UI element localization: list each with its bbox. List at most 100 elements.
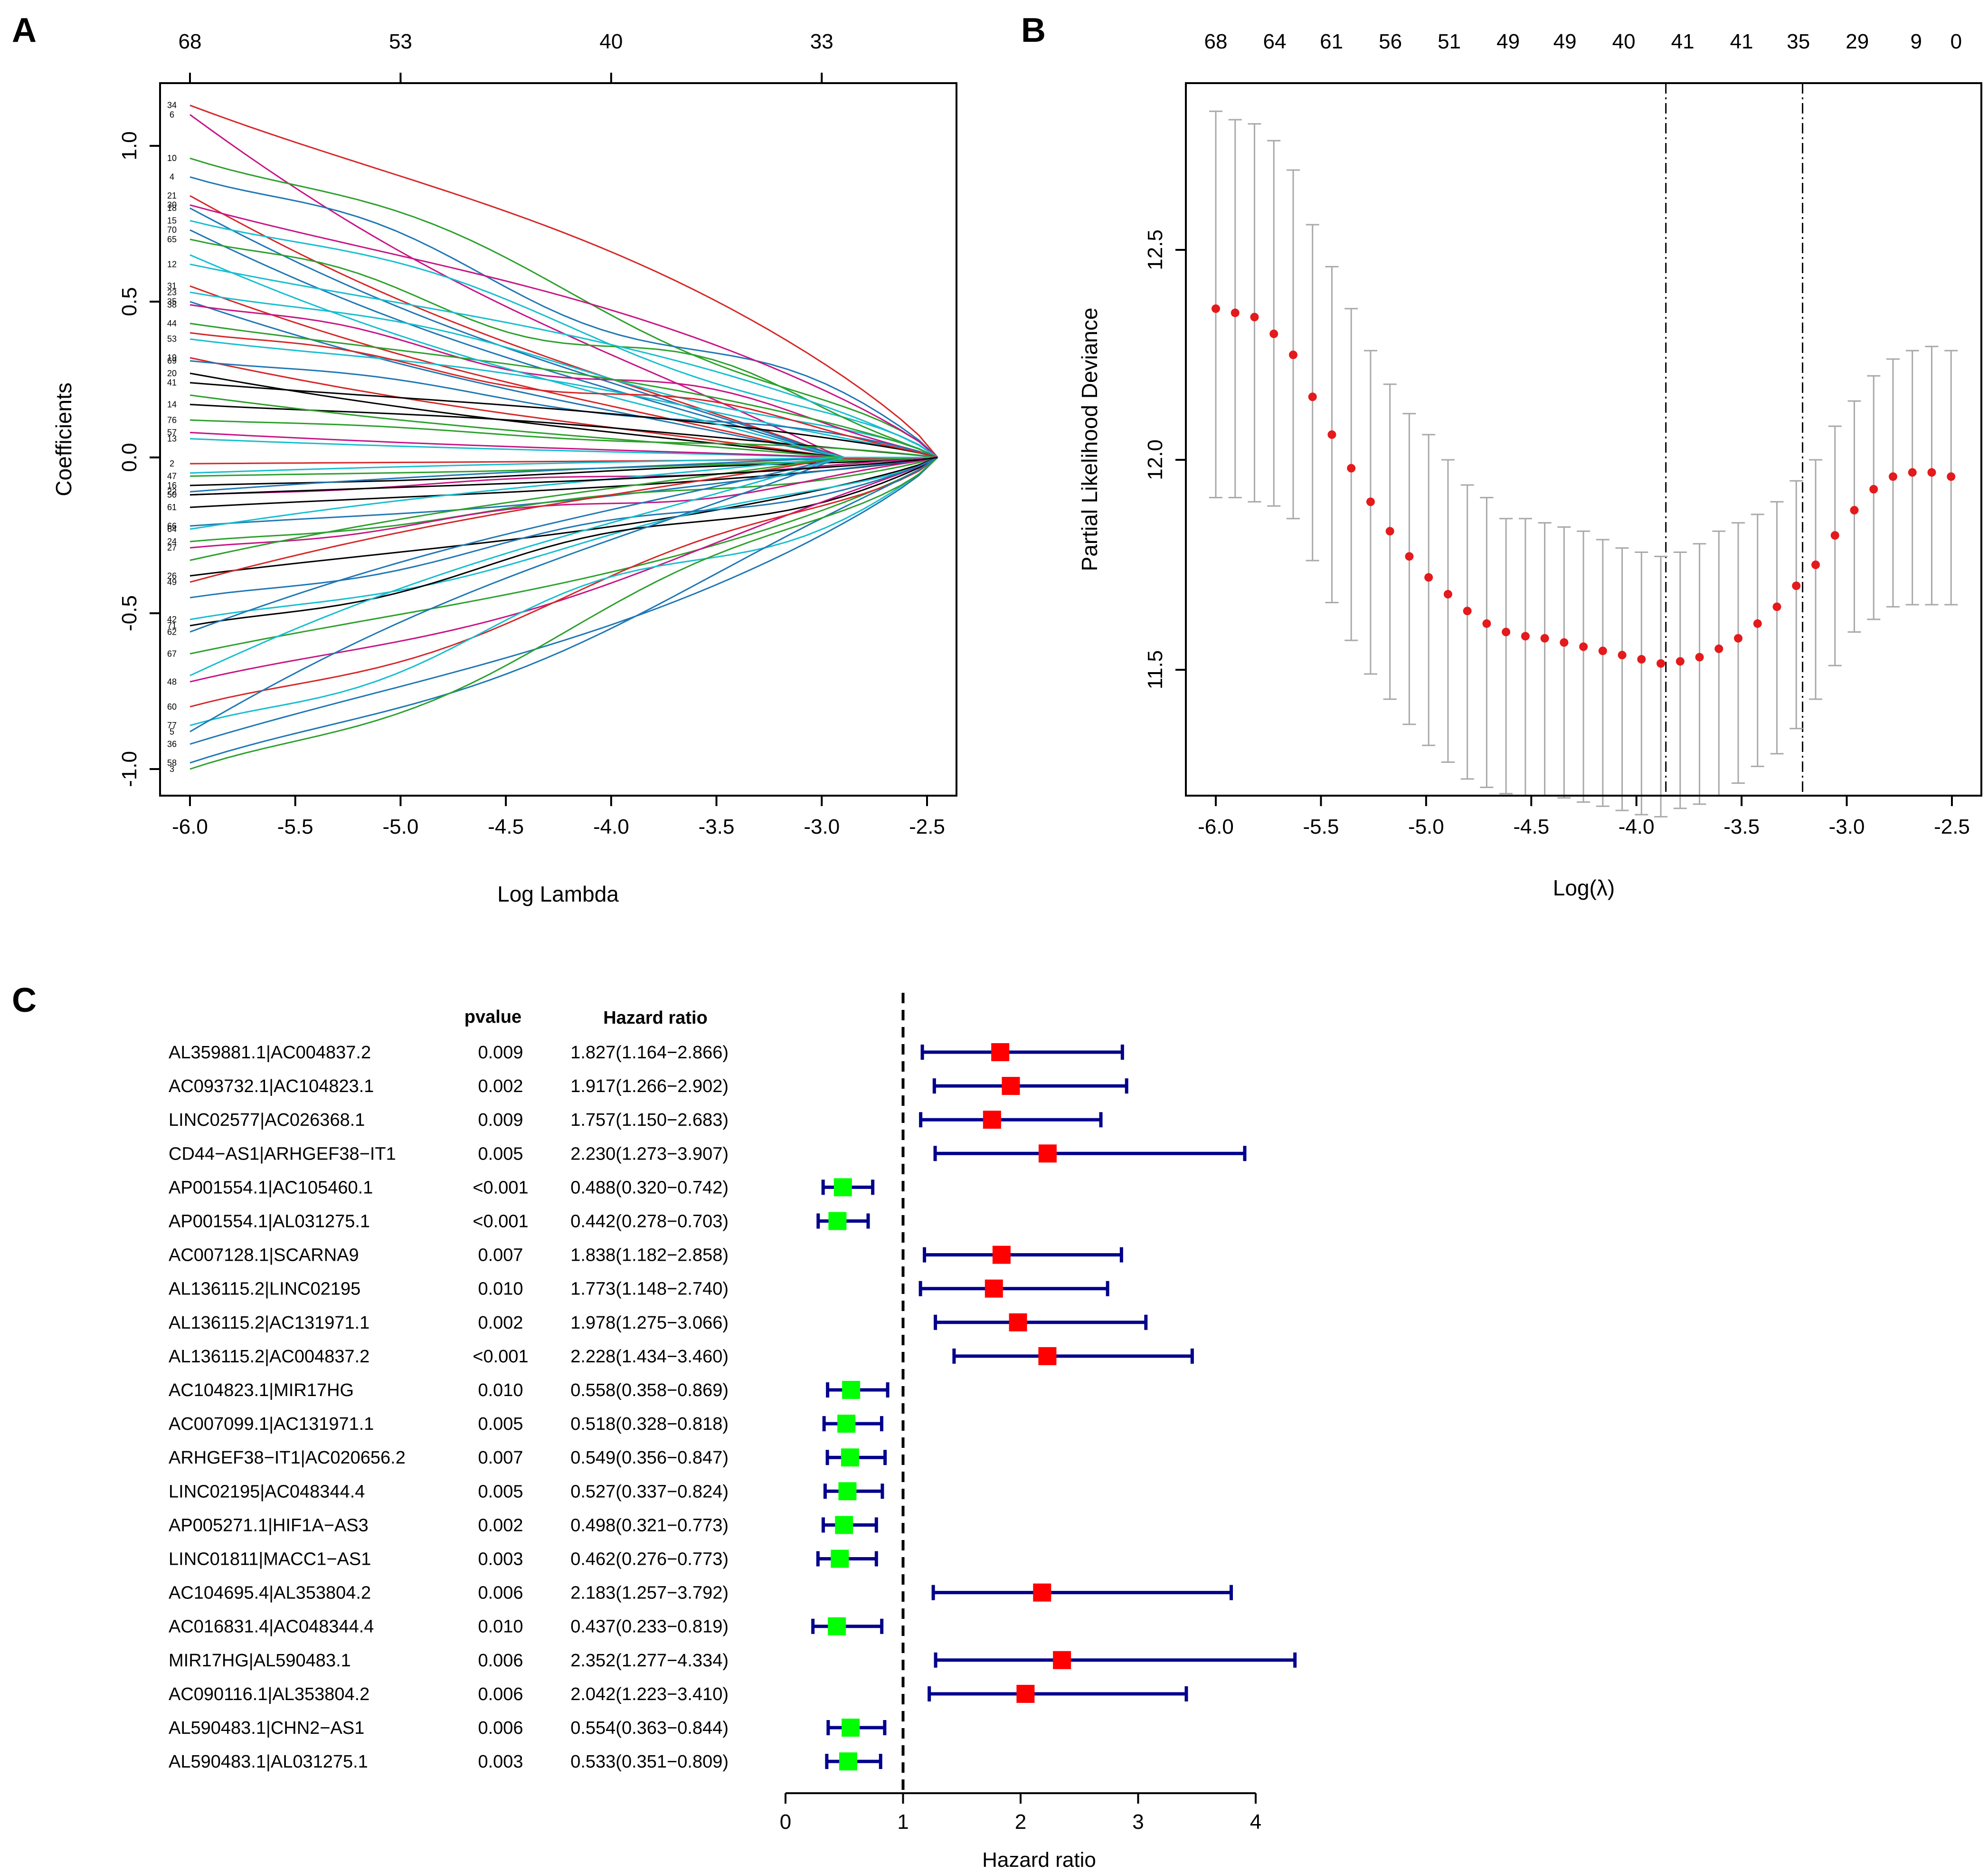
coefficient-line — [189, 456, 938, 583]
deviance-point — [1869, 485, 1878, 494]
coefficient-line-label: 38 — [167, 300, 177, 310]
row-label: AL590483.1|CHN2−AS1 — [169, 1718, 364, 1738]
y-tick-label: 1.0 — [118, 131, 141, 160]
hazard-ratio-marker — [983, 1111, 1001, 1129]
row-pvalue: 0.003 — [478, 1752, 523, 1772]
hazard-ratio-marker — [1016, 1684, 1035, 1703]
coefficient-line — [189, 105, 938, 458]
coefficient-line-label: 35 — [167, 297, 177, 306]
row-hazard-ratio: 0.558(0.358−0.869) — [570, 1380, 729, 1400]
row-pvalue: 0.007 — [478, 1448, 523, 1468]
coefficient-line — [189, 432, 938, 458]
row-label: AP001554.1|AL031275.1 — [169, 1212, 370, 1232]
coefficient-line-label: 53 — [167, 334, 177, 344]
deviance-point — [1637, 655, 1646, 664]
deviance-point — [1347, 464, 1356, 473]
row-pvalue: 0.003 — [478, 1550, 523, 1569]
deviance-point — [1734, 634, 1743, 643]
deviance-point — [1811, 561, 1820, 569]
coefficient-line-label: 64 — [167, 524, 177, 534]
deviance-point — [1753, 619, 1762, 628]
top-tick-label: 41 — [1671, 30, 1695, 53]
panel-a-x-axis: -6.0 -5.5 -5.0 -4.5 -4.0 -3.5 -3.0 -2.5 — [172, 796, 945, 838]
x-tick-label: -6.0 — [172, 815, 208, 838]
deviance-point — [1714, 644, 1723, 653]
coefficient-line — [189, 360, 938, 458]
coefficient-line-label: 31 — [167, 281, 177, 291]
deviance-point — [1889, 472, 1897, 481]
coefficient-line-label: 26 — [167, 571, 177, 580]
row-label: AC016831.4|AC048344.4 — [169, 1617, 374, 1637]
deviance-point — [1482, 619, 1491, 628]
deviance-point — [1695, 653, 1704, 662]
top-tick-label: 35 — [1787, 30, 1810, 53]
coefficient-lines — [189, 105, 938, 770]
top-tick-label: 33 — [810, 30, 833, 53]
coefficient-line-label: 18 — [167, 203, 177, 213]
top-tick-label: 49 — [1496, 30, 1520, 53]
coefficient-line — [189, 456, 938, 683]
row-hazard-ratio: 0.518(0.328−0.818) — [570, 1414, 729, 1434]
coefficient-line-label: 14 — [167, 400, 177, 409]
row-pvalue: 0.009 — [478, 1110, 523, 1130]
coefficient-line — [189, 157, 938, 458]
deviance-point — [1288, 351, 1297, 359]
forest-table: AL359881.1|AC004837.2 0.009 1.827(1.164−2.… — [169, 1043, 729, 1772]
row-hazard-ratio: 2.352(1.277−4.334) — [570, 1651, 729, 1671]
coefficient-line — [189, 456, 938, 708]
top-tick-label: 68 — [179, 30, 202, 53]
hazard-ratio-marker — [835, 1516, 853, 1534]
row-hazard-ratio: 2.228(1.434−3.460) — [570, 1347, 729, 1367]
coefficient-line — [189, 456, 938, 770]
hazard-ratio-marker — [1009, 1313, 1027, 1331]
coefficient-line-label: 21 — [167, 191, 177, 200]
coefficient-line-label: 4 — [170, 172, 174, 182]
x-tick-label: -3.5 — [1723, 815, 1760, 838]
deviance-point — [1579, 642, 1588, 651]
coefficient-line-label: 3 — [170, 764, 174, 774]
panel-b-y-label: Partial Likelihood Deviance — [1077, 308, 1102, 571]
row-hazard-ratio: 1.978(1.275−3.066) — [570, 1313, 729, 1333]
coefficient-line-label: 23 — [167, 287, 177, 297]
coefficient-line-label: 13 — [167, 434, 177, 444]
row-label: AC007099.1|AC131971.1 — [169, 1414, 374, 1434]
coefficient-line-label: 47 — [167, 471, 177, 481]
top-tick-label: 64 — [1263, 30, 1287, 53]
coefficient-line — [189, 338, 938, 458]
row-pvalue: <0.001 — [473, 1178, 528, 1198]
deviance-point — [1792, 581, 1801, 590]
row-pvalue: 0.010 — [478, 1617, 523, 1637]
coefficient-line-label: 12 — [167, 259, 177, 269]
panel-b-frame — [1185, 82, 1982, 797]
x-tick-label: 0 — [780, 1810, 791, 1834]
coefficient-line — [189, 456, 938, 493]
row-hazard-ratio: 0.527(0.337−0.824) — [570, 1482, 729, 1502]
coefficient-line — [189, 372, 938, 458]
row-hazard-ratio: 1.917(1.266−2.902) — [570, 1076, 729, 1096]
hazard-ratio-marker — [838, 1482, 857, 1501]
panel-label-c: C — [12, 981, 37, 1019]
deviance-point — [1405, 552, 1414, 561]
coefficient-line — [189, 291, 938, 458]
deviance-point — [1463, 607, 1472, 616]
coefficient-line-label: 20 — [167, 369, 177, 378]
deviance-point — [1366, 497, 1375, 506]
row-pvalue: 0.006 — [478, 1718, 523, 1738]
deviance-point — [1250, 313, 1259, 322]
row-label: CD44−AS1|ARHGEF38−IT1 — [169, 1144, 396, 1164]
coefficient-line — [189, 394, 938, 458]
panel-label-a: A — [12, 11, 37, 49]
coefficient-line-label: 27 — [167, 543, 177, 552]
panel-a-frame — [159, 82, 957, 797]
row-pvalue: 0.010 — [478, 1279, 523, 1299]
deviance-point — [1598, 647, 1607, 656]
row-hazard-ratio: 1.773(1.148−2.740) — [570, 1279, 729, 1299]
deviance-point — [1521, 632, 1530, 641]
coefficient-line — [189, 254, 938, 458]
x-tick-label: 1 — [897, 1810, 909, 1834]
hazard-ratio-marker — [833, 1178, 852, 1197]
coefficient-line — [189, 176, 938, 458]
coefficient-line-label: 34 — [167, 101, 177, 110]
panel-a-y-label: Coefficients — [51, 382, 76, 496]
hazard-ratio-marker — [1038, 1144, 1057, 1163]
